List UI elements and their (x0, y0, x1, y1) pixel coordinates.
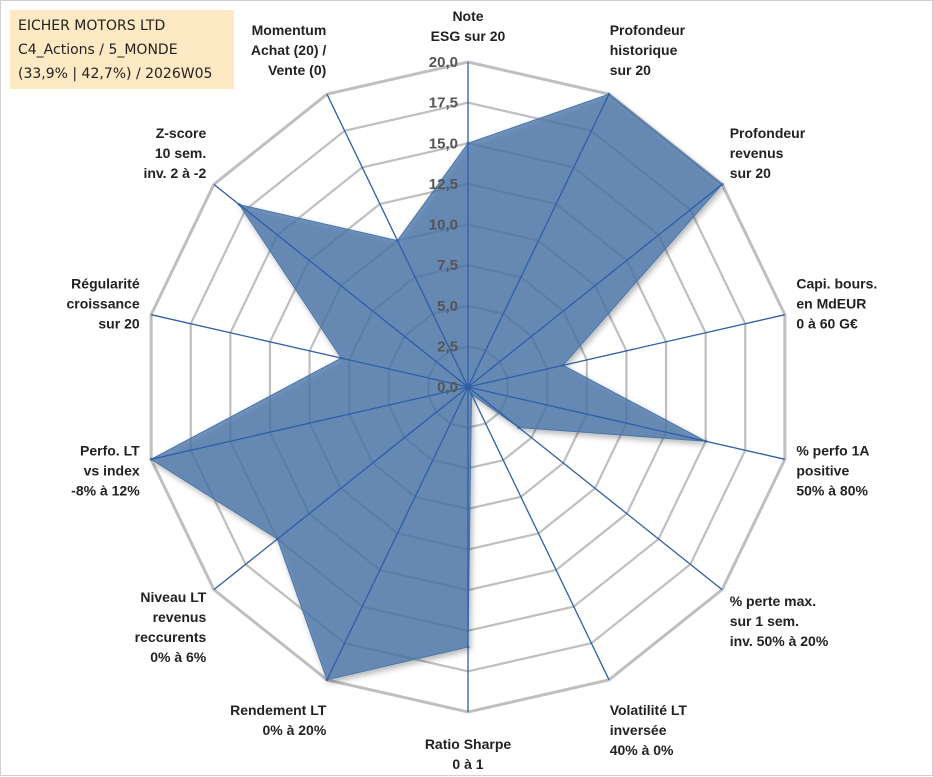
axis-label-13-line-1: Achat (20) / (251, 42, 327, 58)
axis-label-9-line-1: revenus (153, 609, 207, 625)
axis-label-1-line-0: Profondeur (610, 22, 686, 38)
axis-label-5: % perte max. sur 1 sem. inv. 50% à 20% (730, 593, 829, 649)
axis-label-12-line-0: Z-score (156, 125, 207, 141)
axis-label-8: Rendement LT 0% à 20% (230, 702, 327, 738)
axis-label-8-line-1: 0% à 20% (262, 722, 326, 738)
axis-label-10-line-1: vs index (84, 462, 140, 478)
axis-label-6-line-0: Volatilité LT (610, 702, 688, 718)
axis-label-13: Momentum Achat (20) / Vente (0) (251, 22, 327, 78)
axis-label-10-line-2: -8% à 12% (71, 482, 140, 498)
axis-label-3-line-1: en MdEUR (796, 296, 866, 312)
axis-label-2-line-2: sur 20 (730, 165, 771, 181)
category-label: C4_Actions / 5_MONDE (18, 42, 178, 58)
axis-label-4-line-0: % perfo 1A (796, 442, 869, 458)
axis-label-4: % perfo 1A positive 50% à 80% (796, 442, 869, 498)
spoke-6 (467, 386, 610, 681)
spoke-11 (151, 314, 469, 388)
spoke-1 (467, 93, 610, 388)
company-name: EICHER MOTORS LTD (18, 18, 166, 34)
spoke-2 (467, 183, 723, 388)
radar-axis-labels: Note ESG sur 20 Profondeur historique sur 20… (66, 8, 877, 772)
axis-label-12-line-1: 10 sem. (155, 145, 206, 161)
axis-label-8-line-0: Rendement LT (230, 702, 327, 718)
axis-label-6-line-2: 40% à 0% (610, 742, 674, 758)
spoke-13 (326, 93, 469, 388)
tick-label-8: 20,0 (429, 54, 458, 71)
axis-label-12-line-2: inv. 2 à -2 (143, 165, 206, 181)
tick-label-4: 10,0 (429, 217, 458, 234)
tick-label-6: 15,0 (429, 135, 458, 152)
axis-label-1: Profondeur historique sur 20 (610, 22, 686, 78)
radar-spokes (151, 62, 785, 712)
axis-label-11-line-2: sur 20 (98, 316, 139, 332)
tick-label-7: 17,5 (429, 95, 458, 112)
spoke-3 (467, 314, 785, 388)
axis-label-9-line-3: 0% à 6% (150, 649, 207, 665)
axis-label-11: Régularité croissance sur 20 (66, 276, 139, 332)
axis-label-0: Note ESG sur 20 (431, 8, 506, 44)
axis-label-5-line-2: inv. 50% à 20% (730, 633, 829, 649)
axis-label-9-line-0: Niveau LT (140, 589, 206, 605)
axis-label-3: Capi. bours. en MdEUR 0 à 60 G€ (796, 276, 877, 332)
axis-label-9-line-2: reccurents (135, 629, 207, 645)
radar-tick-labels: 0,0 2,5 5,0 7,5 10,0 12,5 15,0 17,5 20,0 (429, 54, 458, 396)
axis-label-0-line-1: ESG sur 20 (431, 28, 506, 44)
axis-label-11-line-1: croissance (66, 296, 139, 312)
axis-label-11-line-0: Régularité (71, 276, 140, 292)
tick-label-0: 0,0 (437, 379, 458, 396)
axis-label-4-line-1: positive (796, 462, 849, 478)
tick-label-2: 5,0 (437, 298, 458, 315)
spoke-10 (151, 386, 469, 460)
tick-label-1: 2,5 (437, 338, 458, 355)
axis-label-2: Profondeur revenus sur 20 (730, 125, 806, 181)
tick-label-5: 12,5 (429, 176, 458, 193)
axis-label-13-line-2: Vente (0) (268, 62, 326, 78)
axis-label-3-line-0: Capi. bours. (796, 276, 877, 292)
axis-label-10-line-0: Perfo. LT (80, 442, 140, 458)
axis-label-5-line-1: sur 1 sem. (730, 613, 799, 629)
axis-label-13-line-0: Momentum (252, 22, 327, 38)
axis-label-7-line-1: 0 à 1 (452, 756, 483, 772)
axis-label-1-line-2: sur 20 (610, 62, 651, 78)
axis-label-2-line-1: revenus (730, 145, 784, 161)
info-box: EICHER MOTORS LTD C4_Actions / 5_MONDE (… (10, 10, 234, 89)
axis-label-6-line-1: inversée (610, 722, 667, 738)
spoke-4 (467, 386, 785, 460)
axis-label-6: Volatilité LT inversée 40% à 0% (610, 702, 688, 758)
axis-label-12: Z-score 10 sem. inv. 2 à -2 (143, 125, 206, 181)
axis-label-1-line-1: historique (610, 42, 678, 58)
axis-label-5-line-0: % perte max. (730, 593, 816, 609)
spoke-8 (326, 386, 469, 681)
score-week-label: (33,9% | 42,7%) / 2026W05 (18, 66, 213, 82)
spoke-12 (213, 183, 469, 388)
axis-label-7-line-0: Ratio Sharpe (425, 736, 512, 752)
axis-label-10: Perfo. LT vs index -8% à 12% (71, 442, 140, 498)
axis-label-2-line-0: Profondeur (730, 125, 806, 141)
axis-label-4-line-2: 50% à 80% (796, 482, 868, 498)
tick-label-3: 7,5 (437, 257, 458, 274)
axis-label-7: Ratio Sharpe 0 à 1 (425, 736, 512, 772)
axis-label-9: Niveau LT revenus reccurents 0% à 6% (135, 589, 207, 665)
axis-label-0-line-0: Note (452, 8, 483, 24)
axis-label-3-line-2: 0 à 60 G€ (796, 316, 858, 332)
spoke-9 (213, 386, 469, 591)
spoke-5 (467, 386, 723, 591)
